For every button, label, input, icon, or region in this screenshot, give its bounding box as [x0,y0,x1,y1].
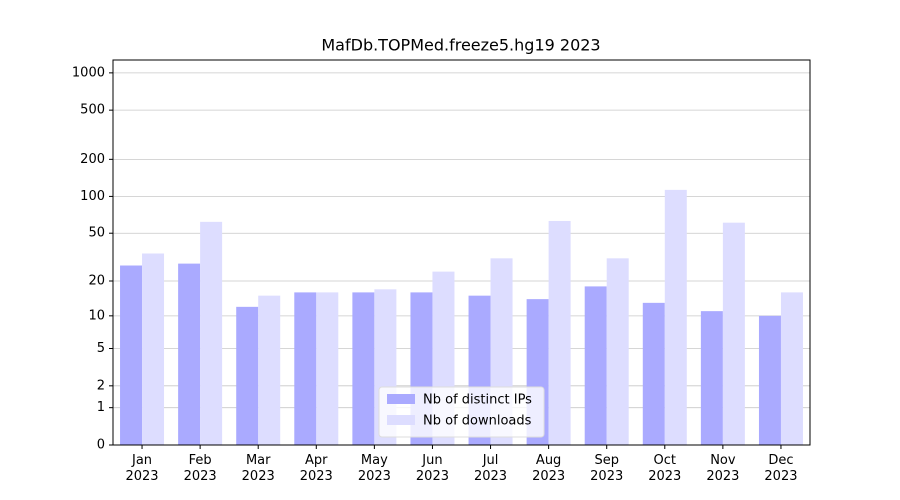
y-tick-label: 200 [80,152,105,167]
x-tick-label: Aug 2023 [532,453,566,484]
legend-label: Nb of downloads [423,414,532,429]
chart-title: MafDb.TOPMed.freeze5.hg19 2023 [321,36,600,55]
y-tick-label: 500 [80,103,105,118]
bar [584,286,607,445]
bar [316,292,339,445]
bar [236,306,259,445]
legend-label: Nb of distinct IPs [423,393,532,408]
legend-swatch [387,394,415,404]
x-tick-label: Jan 2023 [125,453,159,484]
legend-box [378,386,545,438]
y-tick-label: 10 [88,308,105,323]
x-tick-label: Oct 2023 [648,453,682,484]
y-tick-label: 1 [97,400,105,415]
x-tick-label: Mar 2023 [241,453,275,484]
y-tick-label: 5 [97,341,105,356]
x-tick-label: Nov 2023 [706,453,740,484]
bar [294,292,317,445]
legend-swatch [387,415,415,425]
bar [200,221,223,445]
bar [780,292,803,445]
bar [700,311,723,445]
bar [352,292,375,445]
bar [722,222,745,445]
legend: Nb of distinct IPs Nb of downloads [378,386,545,438]
bar [258,295,281,445]
y-tick-label: 100 [80,189,105,204]
y-tick-label: 1000 [72,65,105,80]
x-tick-label: Feb 2023 [183,453,217,484]
bar [548,220,571,445]
bar [142,253,165,445]
bar [606,258,629,445]
x-tick-label: Jul 2023 [473,453,508,484]
y-tick-label: 50 [88,226,105,241]
plot-frame [112,59,811,446]
bar [758,315,781,445]
x-tick-label: Jun 2023 [415,453,449,484]
x-tick-label: Sep 2023 [590,453,624,484]
y-tick-label: 20 [88,274,105,289]
x-tick-label: Apr 2023 [299,453,333,484]
y-tick-label: 2 [97,378,105,393]
bar [664,189,687,445]
x-tick-label: May 2023 [357,453,391,484]
bar [178,263,201,445]
bar [642,302,665,445]
x-tick-label: Dec 2023 [764,453,798,484]
bar [120,265,143,445]
y-tick-label: 0 [97,438,105,453]
